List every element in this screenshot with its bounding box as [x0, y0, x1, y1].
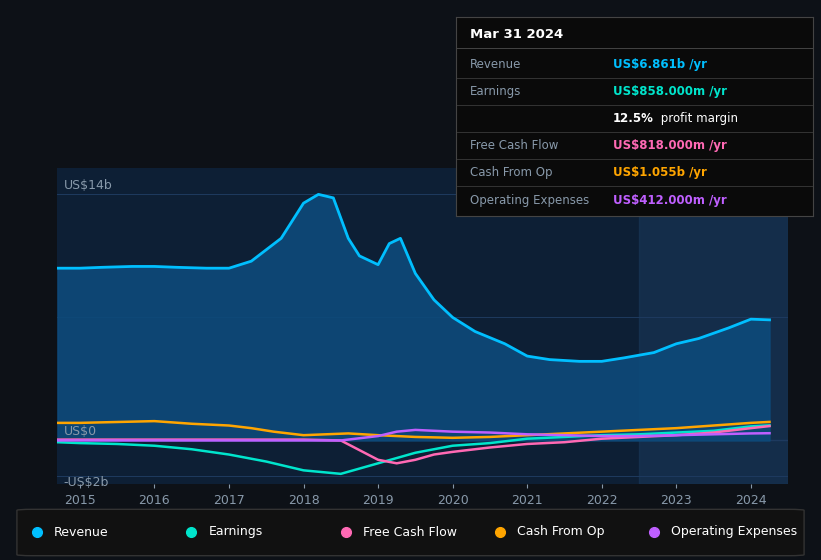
- Text: Cash From Op: Cash From Op: [470, 166, 553, 179]
- Text: US$14b: US$14b: [63, 179, 112, 192]
- Text: Free Cash Flow: Free Cash Flow: [363, 525, 456, 539]
- FancyBboxPatch shape: [17, 510, 804, 556]
- Text: US$858.000m /yr: US$858.000m /yr: [612, 85, 727, 98]
- Text: Operating Expenses: Operating Expenses: [672, 525, 797, 539]
- Text: Revenue: Revenue: [54, 525, 108, 539]
- Text: 12.5%: 12.5%: [612, 112, 654, 125]
- Text: -US$2b: -US$2b: [63, 477, 109, 489]
- Text: Earnings: Earnings: [470, 85, 521, 98]
- Text: profit margin: profit margin: [658, 112, 738, 125]
- Text: US$6.861b /yr: US$6.861b /yr: [612, 58, 707, 71]
- Text: US$1.055b /yr: US$1.055b /yr: [612, 166, 707, 179]
- Text: US$0: US$0: [63, 425, 97, 438]
- Text: Revenue: Revenue: [470, 58, 521, 71]
- Text: Free Cash Flow: Free Cash Flow: [470, 139, 558, 152]
- Text: Earnings: Earnings: [209, 525, 263, 539]
- Bar: [639, 168, 788, 484]
- Text: Cash From Op: Cash From Op: [517, 525, 604, 539]
- Text: Operating Expenses: Operating Expenses: [470, 194, 589, 207]
- Text: US$818.000m /yr: US$818.000m /yr: [612, 139, 727, 152]
- Text: Mar 31 2024: Mar 31 2024: [470, 28, 563, 41]
- Text: US$412.000m /yr: US$412.000m /yr: [612, 194, 727, 207]
